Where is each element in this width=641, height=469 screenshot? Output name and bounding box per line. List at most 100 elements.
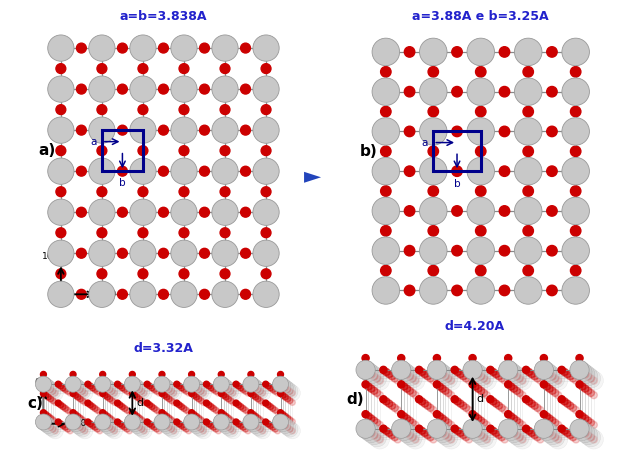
Circle shape	[388, 431, 395, 439]
Circle shape	[381, 265, 391, 276]
Circle shape	[501, 363, 520, 382]
Circle shape	[581, 415, 589, 422]
Circle shape	[587, 375, 594, 382]
Circle shape	[421, 371, 428, 378]
Circle shape	[107, 415, 113, 421]
Circle shape	[457, 400, 464, 407]
Circle shape	[196, 386, 202, 393]
Circle shape	[67, 416, 83, 432]
Circle shape	[92, 406, 98, 411]
Circle shape	[280, 421, 286, 427]
Circle shape	[424, 402, 431, 409]
Circle shape	[82, 419, 88, 424]
Circle shape	[47, 76, 74, 102]
Circle shape	[151, 424, 157, 430]
Circle shape	[109, 417, 115, 423]
Circle shape	[397, 411, 405, 418]
Circle shape	[60, 423, 66, 429]
Circle shape	[240, 386, 246, 393]
Circle shape	[404, 206, 415, 216]
Circle shape	[558, 366, 565, 373]
Circle shape	[188, 380, 204, 396]
Circle shape	[191, 393, 197, 398]
Circle shape	[47, 35, 74, 61]
Circle shape	[233, 400, 239, 406]
Circle shape	[171, 281, 197, 308]
Circle shape	[171, 199, 197, 226]
Circle shape	[498, 434, 505, 441]
Circle shape	[166, 424, 172, 430]
Circle shape	[213, 426, 219, 432]
Circle shape	[508, 369, 515, 376]
Circle shape	[213, 376, 229, 392]
Circle shape	[476, 226, 486, 236]
Circle shape	[240, 166, 251, 176]
Circle shape	[79, 417, 85, 423]
Circle shape	[132, 421, 138, 427]
Circle shape	[223, 423, 229, 429]
Circle shape	[97, 409, 103, 415]
Circle shape	[516, 389, 523, 396]
Circle shape	[158, 84, 169, 94]
Circle shape	[472, 425, 491, 445]
Circle shape	[381, 186, 391, 197]
Circle shape	[567, 402, 574, 409]
Circle shape	[129, 371, 135, 378]
Circle shape	[403, 430, 410, 437]
Circle shape	[376, 377, 383, 384]
Circle shape	[215, 409, 221, 415]
Circle shape	[519, 392, 526, 399]
Circle shape	[131, 382, 147, 398]
Circle shape	[570, 226, 581, 236]
Circle shape	[88, 240, 115, 266]
Circle shape	[38, 416, 54, 432]
Circle shape	[223, 413, 229, 419]
Circle shape	[221, 393, 226, 398]
Circle shape	[394, 421, 413, 440]
Circle shape	[362, 364, 381, 384]
Circle shape	[452, 86, 462, 97]
Circle shape	[55, 419, 61, 425]
Circle shape	[109, 388, 115, 394]
Bar	[102, 130, 143, 171]
Circle shape	[495, 431, 503, 439]
Circle shape	[581, 385, 589, 392]
Circle shape	[285, 415, 290, 421]
Circle shape	[483, 392, 490, 399]
Circle shape	[117, 166, 128, 176]
Circle shape	[50, 417, 56, 423]
Circle shape	[272, 414, 288, 430]
Circle shape	[540, 424, 559, 443]
Circle shape	[220, 105, 230, 114]
Circle shape	[183, 426, 189, 432]
Circle shape	[476, 106, 486, 117]
Circle shape	[561, 369, 568, 376]
Circle shape	[572, 436, 579, 443]
Circle shape	[463, 404, 470, 411]
Circle shape	[415, 396, 422, 403]
Circle shape	[424, 373, 431, 380]
Circle shape	[397, 364, 417, 384]
Circle shape	[436, 413, 444, 420]
Circle shape	[272, 388, 278, 394]
Circle shape	[531, 373, 538, 380]
Circle shape	[403, 428, 422, 447]
Circle shape	[219, 410, 224, 416]
Title: d=3.32A: d=3.32A	[133, 341, 194, 355]
Circle shape	[132, 393, 138, 398]
Circle shape	[285, 424, 290, 430]
Circle shape	[587, 434, 594, 441]
Circle shape	[72, 411, 78, 417]
Circle shape	[436, 383, 444, 390]
Circle shape	[191, 421, 197, 427]
Circle shape	[290, 428, 296, 434]
Circle shape	[534, 375, 541, 382]
Circle shape	[161, 382, 177, 398]
Circle shape	[537, 421, 556, 440]
Circle shape	[463, 434, 470, 441]
Circle shape	[65, 376, 81, 392]
Circle shape	[475, 385, 482, 392]
Circle shape	[495, 402, 503, 409]
Text: 100: 100	[70, 419, 87, 428]
Circle shape	[130, 158, 156, 184]
